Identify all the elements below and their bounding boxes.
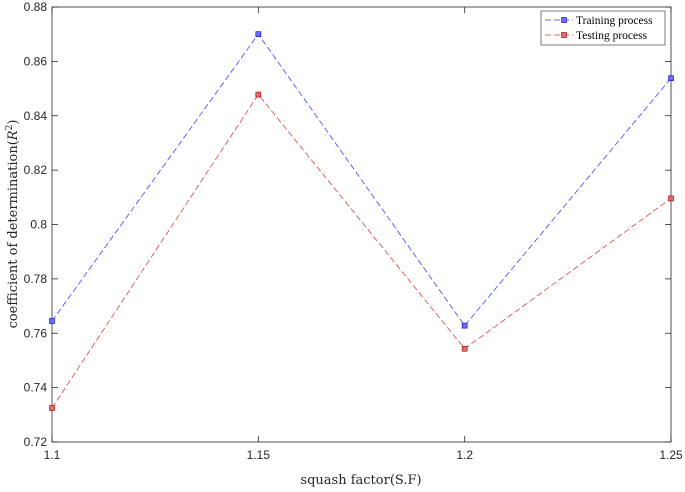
series-line-training	[51, 33, 672, 327]
data-point-training	[668, 75, 674, 82]
x-tick-labels: 1.1 1.15 1.2 1.25	[44, 448, 683, 462]
y-axis-label-variable: R	[6, 130, 21, 141]
y-tick-label: 0.84	[24, 109, 48, 123]
y-axis-label-main: coefficient of determination(	[6, 140, 21, 328]
y-tick-label: 0.88	[24, 0, 48, 14]
data-point-testing	[668, 195, 674, 202]
data-point-testing	[461, 345, 468, 352]
legend-marker-testing	[561, 32, 567, 38]
y-tick-label: 0.72	[24, 435, 48, 449]
legend-label-training: Training process	[576, 15, 653, 27]
series-points	[49, 31, 674, 411]
x-tick-label: 1.2	[456, 448, 473, 462]
y-tick-label: 0.76	[24, 326, 48, 340]
y-tick-label: 0.78	[24, 272, 48, 286]
y-tick-label: 0.82	[24, 163, 48, 177]
x-axis-label: squash factor(S.F)	[300, 473, 421, 488]
y-axis-label-close: )	[6, 120, 21, 125]
y-tick-label: 0.86	[24, 54, 48, 68]
y-axis-label-superscript: 2	[5, 125, 15, 131]
y-tick-label: 0.8	[30, 218, 47, 232]
x-tick-label: 1.25	[659, 448, 683, 462]
legend-label-testing: Testing process	[576, 30, 648, 42]
y-axis-label: coefficient of determination(R2)	[5, 120, 21, 329]
data-point-testing	[255, 91, 262, 98]
legend-box	[540, 10, 666, 46]
data-point-training	[255, 31, 262, 37]
data-point-training	[461, 322, 468, 329]
data-point-training	[49, 318, 55, 324]
legend: Training process Testing process	[540, 10, 666, 46]
y-tick-labels: 0.72 0.74 0.76 0.78 0.8 0.82 0.84 0.86 0.88	[24, 0, 48, 449]
axis-ticks	[51, 6, 672, 443]
legend-marker-training	[561, 17, 567, 23]
x-tick-label: 1.1	[44, 448, 61, 462]
x-tick-label: 1.15	[247, 448, 271, 462]
series-lines	[51, 33, 672, 409]
series-line-testing	[51, 93, 672, 409]
data-point-testing	[49, 405, 55, 411]
plot-area	[51, 6, 672, 443]
y-tick-label: 0.74	[24, 381, 48, 395]
